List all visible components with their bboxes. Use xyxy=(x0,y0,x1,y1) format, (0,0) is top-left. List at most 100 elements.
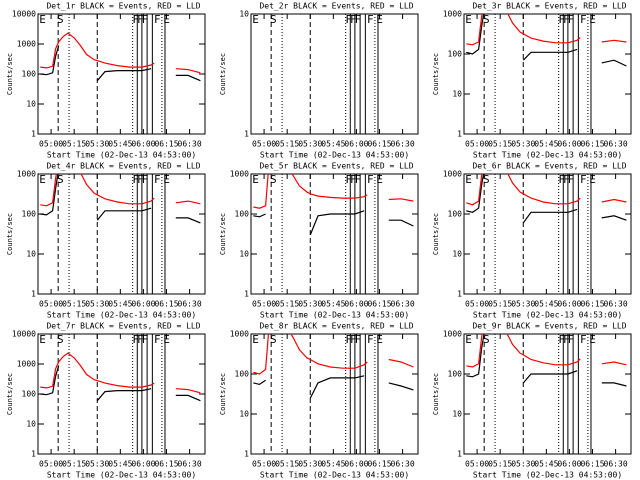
event-label: F xyxy=(558,333,565,346)
x-tick-label: 05:45 xyxy=(534,460,558,469)
panel-title: Det_8r BLACK = Events, RED = LLD xyxy=(259,322,413,331)
y-tick-label: 100 xyxy=(448,50,463,59)
plot-frame xyxy=(463,13,632,135)
x-tick-label: 05:15 xyxy=(488,300,512,309)
event-label: F xyxy=(580,13,587,26)
y-axis-label: Counts/sec xyxy=(432,213,440,255)
x-tick-label: 05:15 xyxy=(275,300,299,309)
x-tick-label: 06:00 xyxy=(344,460,368,469)
x-tick-label: 06:00 xyxy=(131,300,155,309)
event-label: F xyxy=(154,333,161,346)
x-tick-label: 05:30 xyxy=(298,140,322,149)
data-line xyxy=(253,334,414,375)
data-line xyxy=(40,174,201,224)
event-label: S xyxy=(483,13,490,26)
x-tick-label: 05:00 xyxy=(39,460,63,469)
x-tick-label: 06:30 xyxy=(604,300,628,309)
y-tick-label: 1 xyxy=(31,290,36,299)
y-tick-label: 10000 xyxy=(12,330,36,339)
event-label: F xyxy=(568,333,575,346)
event-label: E xyxy=(465,173,472,186)
panel: Det_6r BLACK = Events, RED = LLD Counts/s… xyxy=(432,162,632,320)
panel-title: Det_9r BLACK = Events, RED = LLD xyxy=(472,322,626,331)
y-axis-label: Counts/sec xyxy=(6,213,14,255)
x-axis-label: Start Time (02-Dec-13 04:53:00) xyxy=(260,151,409,160)
event-label: F xyxy=(142,13,149,26)
data-line xyxy=(40,352,201,394)
x-tick-label: 05:15 xyxy=(275,460,299,469)
y-tick-label: 1000 xyxy=(230,330,249,339)
x-tick-label: 06:30 xyxy=(391,300,415,309)
x-axis-label: Start Time (02-Dec-13 04:53:00) xyxy=(473,471,622,480)
x-tick-label: 06:30 xyxy=(178,140,202,149)
data-line xyxy=(253,174,414,209)
y-axis-label: Counts/sec xyxy=(219,53,227,95)
x-tick-label: 05:15 xyxy=(275,140,299,149)
event-label: F xyxy=(355,13,362,26)
panel-title: Det_2r BLACK = Events, RED = LLD xyxy=(259,2,413,11)
x-axis-label: Start Time (02-Dec-13 04:53:00) xyxy=(260,311,409,320)
x-tick-label: 05:45 xyxy=(321,300,345,309)
event-label: E xyxy=(465,333,472,346)
event-label: E xyxy=(589,333,596,346)
event-label: F xyxy=(132,173,139,186)
x-tick-label: 06:00 xyxy=(557,140,581,149)
x-tick-label: 05:30 xyxy=(511,140,535,149)
x-tick-label: 05:30 xyxy=(298,460,322,469)
event-label: S xyxy=(270,13,277,26)
event-label: F xyxy=(563,13,570,26)
x-axis-label: Start Time (02-Dec-13 04:53:00) xyxy=(473,311,622,320)
y-tick-label: 1000 xyxy=(443,170,462,179)
x-tick-label: 05:00 xyxy=(465,300,489,309)
y-tick-label: 10 xyxy=(26,250,36,259)
data-line xyxy=(253,210,414,236)
y-tick-label: 10 xyxy=(26,100,36,109)
event-label: S xyxy=(57,13,64,26)
panel-title: Det_6r BLACK = Events, RED = LLD xyxy=(472,162,626,171)
panel-title: Det_3r BLACK = Events, RED = LLD xyxy=(472,2,626,11)
y-tick-label: 100 xyxy=(448,210,463,219)
x-tick-label: 06:15 xyxy=(154,300,178,309)
event-label: F xyxy=(132,333,139,346)
event-label: F xyxy=(154,173,161,186)
x-tick-label: 05:00 xyxy=(465,460,489,469)
x-tick-label: 06:15 xyxy=(580,460,604,469)
y-axis-label: Counts/sec xyxy=(432,53,440,95)
y-axis-label: Counts/sec xyxy=(219,213,227,255)
x-axis-label: Start Time (02-Dec-13 04:53:00) xyxy=(260,471,409,480)
y-axis-label: Counts/sec xyxy=(219,373,227,415)
y-axis-label: Counts/sec xyxy=(6,53,14,95)
panel: Det_4r BLACK = Events, RED = LLD Counts/s… xyxy=(6,162,206,320)
x-tick-label: 05:30 xyxy=(85,140,109,149)
event-label: F xyxy=(367,13,374,26)
panel-title: Det_5r BLACK = Events, RED = LLD xyxy=(259,162,413,171)
y-tick-label: 10 xyxy=(452,250,462,259)
x-tick-label: 06:15 xyxy=(367,460,391,469)
y-tick-label: 10 xyxy=(239,250,249,259)
x-tick-label: 06:30 xyxy=(178,300,202,309)
y-tick-label: 10 xyxy=(26,420,36,429)
x-tick-label: 05:30 xyxy=(511,300,535,309)
data-line xyxy=(466,14,627,67)
x-tick-label: 06:30 xyxy=(178,460,202,469)
x-tick-label: 06:00 xyxy=(131,140,155,149)
event-label: F xyxy=(345,13,352,26)
panel-title: Det_7r BLACK = Events, RED = LLD xyxy=(46,322,200,331)
x-tick-label: 05:00 xyxy=(252,460,276,469)
x-tick-label: 05:45 xyxy=(108,460,132,469)
event-label: F xyxy=(568,173,575,186)
event-label: F xyxy=(580,333,587,346)
x-tick-label: 06:30 xyxy=(391,460,415,469)
event-label: F xyxy=(350,173,357,186)
plot-frame xyxy=(463,333,632,455)
data-line xyxy=(466,334,627,387)
y-tick-label: 1000 xyxy=(443,10,462,19)
panel: Det_8r BLACK = Events, RED = LLD Counts/s… xyxy=(219,322,419,480)
panel: Det_3r BLACK = Events, RED = LLD Counts/s… xyxy=(432,2,632,160)
event-label: E xyxy=(376,333,383,346)
panel: Det_2r BLACK = Events, RED = LLD Counts/s… xyxy=(219,2,419,160)
event-label: F xyxy=(558,173,565,186)
x-tick-label: 05:00 xyxy=(252,140,276,149)
y-axis-label: Counts/sec xyxy=(432,373,440,415)
